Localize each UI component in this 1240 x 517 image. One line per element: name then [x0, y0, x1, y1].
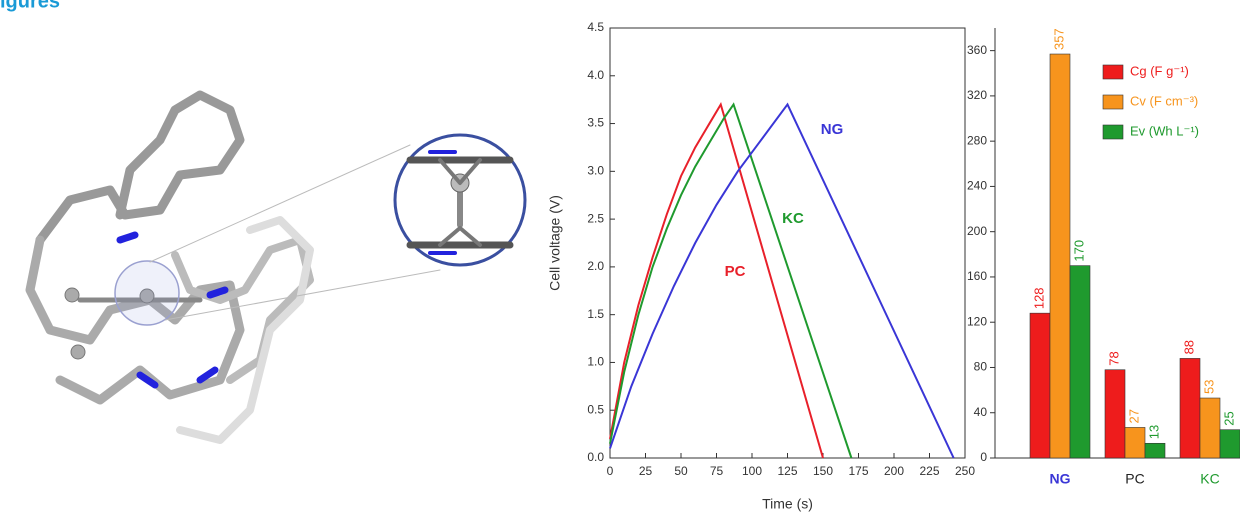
- atom: [71, 345, 85, 359]
- x-tick-label: KC: [1200, 471, 1219, 487]
- series-label: NG: [821, 121, 844, 138]
- y-tick-label: 320: [967, 88, 987, 102]
- x-tick-label: 75: [710, 464, 724, 478]
- value-label: 170: [1071, 240, 1086, 262]
- value-label: 27: [1126, 409, 1141, 423]
- y-tick-label: 200: [967, 224, 987, 238]
- y-tick-label: 240: [967, 179, 987, 193]
- x-tick-label: 250: [955, 464, 975, 478]
- figure: igures 0.0 0.5 1.0 1.5 2.0 2.5 3.0 3.5 4.0 4.5 0 25…: [0, 0, 1240, 517]
- structure: [120, 235, 135, 240]
- legend-swatch: [1103, 65, 1123, 79]
- legend-swatch: [1103, 125, 1123, 139]
- bar: [1180, 358, 1200, 458]
- y-tick-label: 0: [980, 450, 987, 464]
- bar: [1125, 427, 1145, 458]
- x-tick-label: 0: [607, 464, 614, 478]
- y-tick-label: 4.5: [587, 20, 604, 34]
- y-tick-label: 160: [967, 269, 987, 283]
- bar: [1050, 54, 1070, 458]
- legend-label: Ev (Wh L⁻¹): [1130, 123, 1199, 138]
- atom: [65, 288, 79, 302]
- y-tick-label: 3.0: [587, 164, 604, 178]
- y-tick-label: 280: [967, 133, 987, 147]
- x-tick-label: 50: [674, 464, 688, 478]
- legend-label: Cv (F cm⁻³): [1130, 93, 1198, 108]
- structure: [210, 290, 225, 295]
- x-tick-label: PC: [1125, 471, 1144, 487]
- y-tick-label: 40: [974, 405, 988, 419]
- bar: [1200, 398, 1220, 458]
- value-label: 13: [1146, 425, 1161, 439]
- line-series: [610, 104, 823, 458]
- y-tick-label: 4.0: [587, 68, 604, 82]
- y-tick-label: 3.5: [587, 116, 604, 130]
- value-label: 88: [1181, 340, 1196, 354]
- bar: [1145, 443, 1165, 458]
- y-tick-label: 2.5: [587, 211, 604, 225]
- x-tick-label: 225: [919, 464, 939, 478]
- y-axis-title: Cell voltage (V): [547, 195, 563, 291]
- x-tick-label: 150: [813, 464, 833, 478]
- bar: [1105, 370, 1125, 458]
- y-tick-label: 2.0: [587, 259, 604, 273]
- value-label: 128: [1031, 287, 1046, 309]
- structure: [180, 220, 310, 440]
- x-tick-label: 175: [848, 464, 868, 478]
- y-tick-label: 80: [974, 360, 988, 374]
- molecule: [30, 95, 525, 440]
- x-tick-label: NG: [1050, 471, 1071, 487]
- legend-label: Cg (F g⁻¹): [1130, 63, 1189, 78]
- value-label: 25: [1221, 411, 1236, 425]
- x-tick-label: 125: [777, 464, 797, 478]
- plot-frame: [610, 28, 965, 458]
- line-series: [610, 104, 954, 458]
- header: igures: [0, 0, 60, 12]
- x-tick-label: 200: [884, 464, 904, 478]
- y-tick-label: 0.0: [587, 450, 604, 464]
- y-tick-label: 0.5: [587, 402, 604, 416]
- bar: [1070, 266, 1090, 458]
- x-tick-label: 25: [639, 464, 653, 478]
- structure: [40, 95, 240, 240]
- legend-swatch: [1103, 95, 1123, 109]
- zoom-circle: [115, 261, 179, 325]
- series-label: KC: [782, 210, 804, 227]
- y-tick-label: 360: [967, 43, 987, 57]
- y-tick-label: 120: [967, 314, 987, 328]
- value-label: 53: [1201, 380, 1216, 394]
- value-label: 357: [1051, 28, 1066, 50]
- x-tick-label: 100: [742, 464, 762, 478]
- series-label: PC: [725, 263, 746, 280]
- x-axis-title: Time (s): [762, 496, 813, 512]
- y-tick-label: 1.0: [587, 355, 604, 369]
- y-tick-label: 1.5: [587, 307, 604, 321]
- bar: [1220, 430, 1240, 458]
- value-label: 78: [1106, 351, 1121, 365]
- bar: [1030, 313, 1050, 458]
